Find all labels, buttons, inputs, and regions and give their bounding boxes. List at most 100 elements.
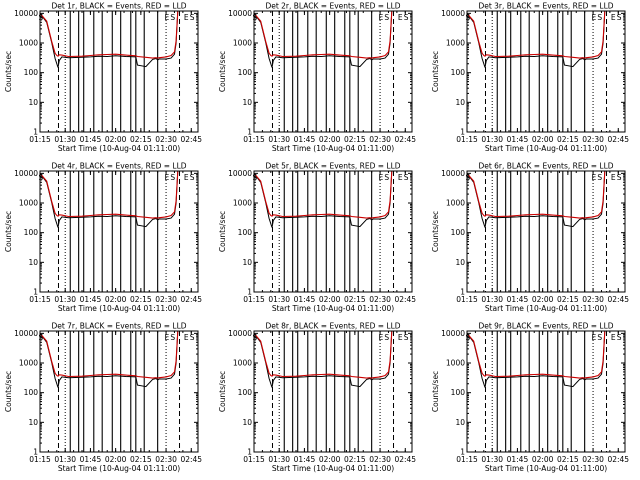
event-marker-label: E <box>398 333 403 342</box>
event-marker-label: S <box>617 333 622 342</box>
event-marker-label: S <box>170 13 175 22</box>
x-axis-title: Start Time (10-Aug-04 01:11:00) <box>485 144 607 153</box>
y-tick-label: 100 <box>238 228 253 237</box>
y-axis-title: Counts/sec <box>4 51 13 92</box>
y-tick-label: 1000 <box>19 39 38 48</box>
plot-frame <box>39 10 199 133</box>
panel-title: Det 4r, BLACK = Events, RED = LLD <box>51 162 186 171</box>
x-tick-label: 02:30 <box>155 295 177 304</box>
x-tick-label: 02:15 <box>130 455 152 464</box>
event-marker-label: S <box>170 333 175 342</box>
y-tick-label: 1000 <box>233 39 252 48</box>
event-marker-label: S <box>384 333 389 342</box>
y-tick-label: 10 <box>242 258 252 267</box>
y-axis-title: Counts/sec <box>218 211 227 252</box>
x-tick-label: 02:30 <box>155 135 177 144</box>
chart-panel-1: Det 1r, BLACK = Events, RED = LLDSESES11… <box>4 2 202 154</box>
y-tick-label: 100 <box>451 68 466 77</box>
x-tick-label: 02:45 <box>607 135 629 144</box>
x-tick-label: 01:45 <box>294 135 316 144</box>
y-axis-title: Counts/sec <box>431 371 440 412</box>
event-marker-label: E <box>379 173 384 182</box>
y-tick-label: 1000 <box>446 39 465 48</box>
series-line-lld <box>467 171 606 219</box>
plot-area <box>254 11 395 132</box>
y-tick-label: 10000 <box>14 329 38 338</box>
chart-panel-4: Det 4r, BLACK = Events, RED = LLDSESES11… <box>4 162 202 314</box>
x-tick-label: 02:00 <box>319 295 341 304</box>
series-line-events <box>40 171 179 228</box>
series-line-events <box>254 171 393 228</box>
y-tick-label: 1 <box>460 128 465 137</box>
x-tick-label: 02:30 <box>582 295 604 304</box>
event-marker-label: S <box>170 173 175 182</box>
x-tick-label: 02:00 <box>319 135 341 144</box>
plot-frame <box>253 170 413 293</box>
y-axis-title: Counts/sec <box>218 371 227 412</box>
x-tick-label: 02:45 <box>394 455 416 464</box>
y-tick-label: 100 <box>451 228 466 237</box>
x-tick-label: 02:45 <box>180 455 202 464</box>
x-tick-label: 02:15 <box>344 455 366 464</box>
event-marker-label: S <box>190 173 195 182</box>
x-tick-label: 02:45 <box>607 295 629 304</box>
y-tick-label: 10000 <box>228 9 252 18</box>
x-tick-label: 01:30 <box>54 135 76 144</box>
series-line-events <box>467 331 606 388</box>
y-tick-label: 1000 <box>19 359 38 368</box>
series-line-events <box>254 331 393 388</box>
x-axis-title: Start Time (10-Aug-04 01:11:00) <box>58 464 180 473</box>
plot-area <box>467 171 608 292</box>
event-marker-label: S <box>404 173 409 182</box>
y-tick-label: 1 <box>247 448 252 457</box>
x-tick-label: 01:30 <box>268 135 290 144</box>
y-tick-label: 10 <box>455 418 465 427</box>
x-tick-label: 01:30 <box>268 455 290 464</box>
series-line-lld <box>40 11 179 59</box>
x-tick-label: 01:45 <box>80 135 102 144</box>
y-tick-label: 100 <box>238 388 253 397</box>
x-tick-label: 02:30 <box>155 455 177 464</box>
chart-panel-5: Det 5r, BLACK = Events, RED = LLDSESES11… <box>218 162 416 314</box>
y-tick-label: 1 <box>460 288 465 297</box>
x-tick-label: 01:45 <box>80 295 102 304</box>
chart-panel-3: Det 3r, BLACK = Events, RED = LLDSESES11… <box>431 2 629 154</box>
event-marker-label: S <box>190 333 195 342</box>
panel-title: Det 3r, BLACK = Events, RED = LLD <box>478 2 613 11</box>
series-line-lld <box>254 11 393 59</box>
panel-title: Det 8r, BLACK = Events, RED = LLD <box>265 322 400 331</box>
x-tick-label: 02:15 <box>344 295 366 304</box>
x-tick-label: 02:00 <box>319 455 341 464</box>
x-tick-label: 01:30 <box>481 295 503 304</box>
x-tick-label: 01:45 <box>507 135 529 144</box>
plot-frame <box>466 330 626 453</box>
y-tick-label: 1 <box>247 128 252 137</box>
x-tick-label: 02:30 <box>369 455 391 464</box>
event-marker-label: S <box>617 173 622 182</box>
panel-title: Det 1r, BLACK = Events, RED = LLD <box>51 2 186 11</box>
series-line-events <box>40 11 179 68</box>
x-axis-title: Start Time (10-Aug-04 01:11:00) <box>58 144 180 153</box>
y-tick-label: 10 <box>455 98 465 107</box>
x-axis-title: Start Time (10-Aug-04 01:11:00) <box>272 304 394 313</box>
plot-frame <box>39 330 199 453</box>
event-marker-label: S <box>404 13 409 22</box>
x-tick-label: 01:45 <box>294 295 316 304</box>
plot-frame <box>253 330 413 453</box>
series-line-lld <box>254 331 393 379</box>
event-marker-label: S <box>597 173 602 182</box>
y-tick-label: 100 <box>24 388 39 397</box>
y-tick-label: 10000 <box>441 329 465 338</box>
x-tick-label: 01:15 <box>243 455 265 464</box>
y-tick-label: 10 <box>28 418 38 427</box>
y-tick-label: 100 <box>451 388 466 397</box>
y-tick-label: 10000 <box>441 9 465 18</box>
x-tick-label: 01:30 <box>54 295 76 304</box>
panel-title: Det 5r, BLACK = Events, RED = LLD <box>265 162 400 171</box>
x-tick-label: 02:30 <box>369 135 391 144</box>
x-tick-label: 01:30 <box>54 455 76 464</box>
y-tick-label: 10000 <box>14 9 38 18</box>
y-tick-label: 1000 <box>233 359 252 368</box>
x-tick-label: 02:00 <box>105 135 127 144</box>
